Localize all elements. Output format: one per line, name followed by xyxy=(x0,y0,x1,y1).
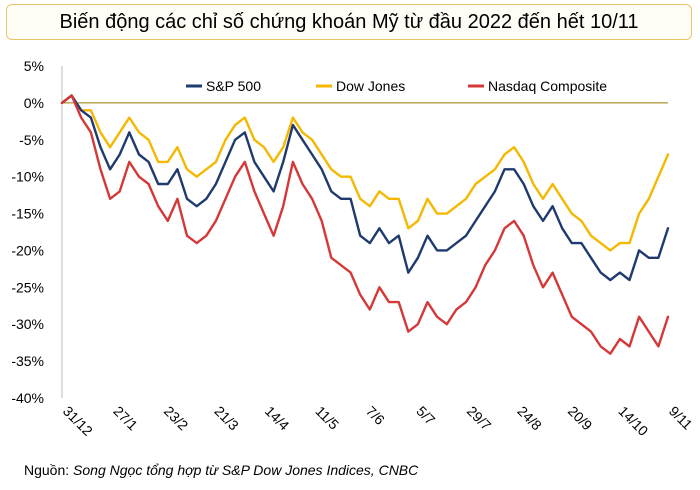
x-tick-label: 21/3 xyxy=(211,403,242,434)
legend-label: Dow Jones xyxy=(336,78,405,94)
x-tick-label: 20/9 xyxy=(565,403,596,434)
source-note: Nguồn: Song Ngọc tổng hợp từ S&P Dow Jon… xyxy=(24,462,418,478)
x-tick-label: 24/8 xyxy=(514,403,545,434)
y-tick-label: 0% xyxy=(24,95,44,111)
x-tick-label: 14/10 xyxy=(615,403,651,439)
y-tick-label: 5% xyxy=(24,58,44,74)
x-tick-label: 23/2 xyxy=(161,403,192,434)
x-tick-label: 27/1 xyxy=(110,403,141,434)
y-tick-label: -10% xyxy=(11,169,44,185)
x-tick-label: 14/4 xyxy=(262,403,293,434)
source-body: Song Ngọc tổng hợp từ S&P Dow Jones Indi… xyxy=(73,462,419,478)
x-tick-label: 29/7 xyxy=(464,403,495,434)
chart-title-box: Biến động các chỉ số chứng khoán Mỹ từ đ… xyxy=(6,4,692,40)
y-tick-label: -25% xyxy=(11,279,44,295)
series-line xyxy=(60,94,670,282)
chart-title: Biến động các chỉ số chứng khoán Mỹ từ đ… xyxy=(59,10,639,33)
y-tick-label: -35% xyxy=(11,353,44,369)
x-tick-label: 11/5 xyxy=(312,403,342,433)
x-tick-label: 5/7 xyxy=(413,403,438,428)
series-line xyxy=(60,94,670,355)
legend-label: S&P 500 xyxy=(206,78,261,94)
y-tick-label: -5% xyxy=(19,132,44,148)
y-tick-label: -20% xyxy=(11,242,44,258)
y-tick-label: -30% xyxy=(11,316,44,332)
source-prefix: Nguồn: xyxy=(24,462,74,478)
legend-label: Nasdaq Composite xyxy=(488,78,607,94)
y-tick-label: -15% xyxy=(11,206,44,222)
x-tick-label: 7/6 xyxy=(363,403,388,428)
x-tick-label: 31/12 xyxy=(60,403,96,439)
x-tick-label: 9/11 xyxy=(666,403,696,433)
y-tick-label: -40% xyxy=(11,390,44,406)
series-line xyxy=(60,94,670,252)
